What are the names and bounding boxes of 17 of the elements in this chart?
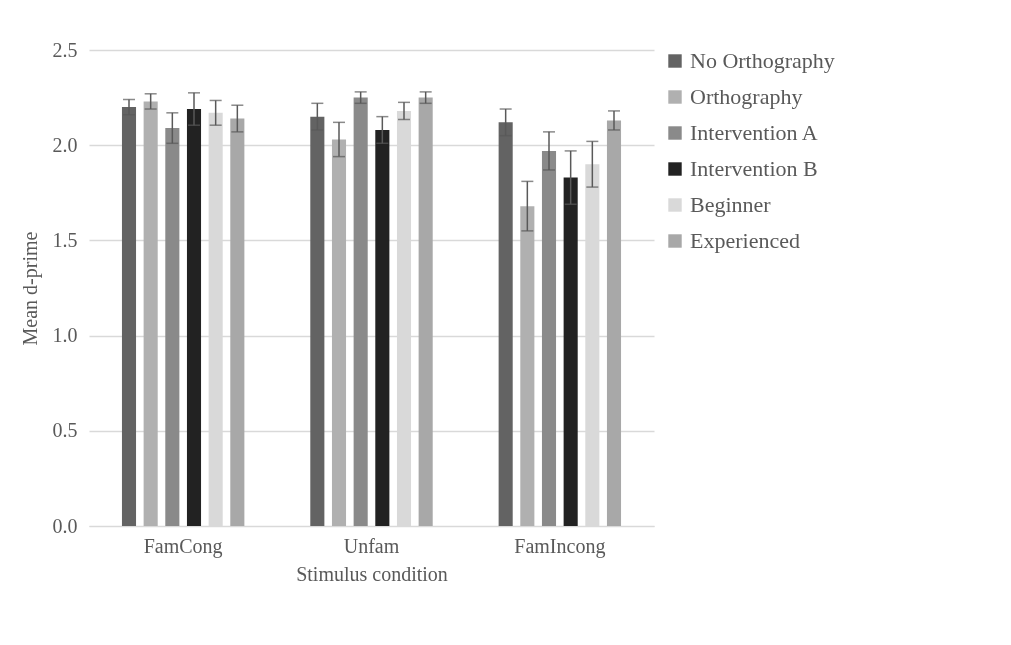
y-tick-label: 2.0 [52,133,78,156]
x-axis-title: Stimulus condition [296,562,448,585]
x-tick-label: Unfam [343,534,400,557]
y-tick-label: 0.0 [52,514,78,537]
x-tick-label: FamCong [143,534,223,558]
legend-label: Beginner [690,192,772,217]
legend-label: Orthography [690,84,803,109]
y-tick-label: 1.0 [52,324,78,347]
y-axis-title: Mean d-prime [18,231,42,346]
y-tick-label: 0.5 [52,419,78,442]
x-tick-label: FamIncong [514,534,606,558]
y-tick-label: 1.5 [52,228,78,251]
legend-label: Intervention A [690,120,818,145]
legend-label: Experienced [690,228,800,253]
y-tick-label: 2.5 [52,38,78,61]
legend-label: Intervention B [690,156,818,181]
legend-label: No Orthography [690,48,835,73]
